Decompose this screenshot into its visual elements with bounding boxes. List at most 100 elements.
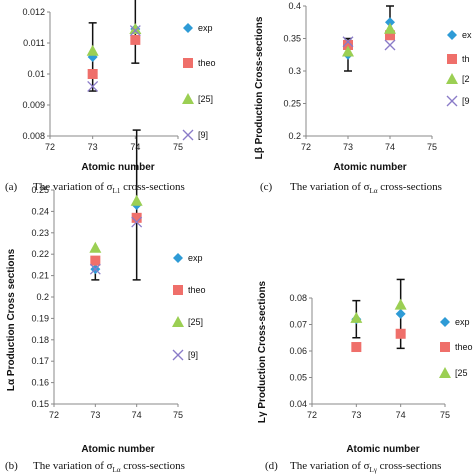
panel-a-label: (a) bbox=[5, 181, 18, 193]
panel-a-point-ref25 bbox=[86, 44, 99, 56]
panel-c-xlabel: Atomic number bbox=[333, 162, 406, 173]
panel-a-ytick-label: 0.01 bbox=[27, 69, 45, 79]
panel-d-legend-marker-ref25 bbox=[439, 367, 451, 378]
panel-a-point-ref25 bbox=[129, 23, 142, 35]
panel-a-xtick-label: 75 bbox=[173, 142, 183, 152]
panel-a-point-theo bbox=[87, 69, 98, 79]
panel-b-ylabel: Lα Production Cross sections bbox=[6, 248, 17, 391]
panel-c-point-ref9 bbox=[384, 39, 396, 51]
panel-d-legend-label-theo: theo bbox=[455, 342, 473, 352]
panel-c-legend-label-theo: th bbox=[462, 54, 470, 64]
panel-d-xtick-label: 74 bbox=[396, 410, 406, 420]
panel-c-point-ref9-stroke-b bbox=[384, 39, 396, 51]
panel-b-point-ref25 bbox=[89, 241, 102, 253]
panel-b-xtick-label: 72 bbox=[49, 410, 59, 420]
panel-d-xtick-label: 75 bbox=[440, 410, 450, 420]
panel-d-xtick-label: 73 bbox=[351, 410, 361, 420]
panel-c-ytick-label: 0.3 bbox=[288, 66, 301, 76]
panel-b-legend-label-ref9: [9] bbox=[188, 350, 198, 360]
panel-d-point-theo bbox=[395, 328, 406, 339]
panel-a-xlabel: Atomic number bbox=[81, 162, 154, 173]
panel-a-legend-marker-exp bbox=[183, 23, 193, 33]
panel-a-ytick-label: 0.009 bbox=[22, 100, 45, 110]
panel-a-plot: 0.008 0.009 0.01 0.011 0.012 72 73 74 75 exp theo [… bbox=[22, 0, 216, 152]
panel-d-point-exp bbox=[395, 308, 406, 319]
panel-c: 0.2 0.25 0.3 0.35 0.4 72 73 74 75 ex th [2 [9 Atomic… bbox=[254, 1, 472, 195]
panel-b-xlabel: Atomic number bbox=[81, 444, 154, 455]
panel-a-ytick-label: 0.012 bbox=[22, 7, 45, 17]
panel-b-point-ref9-stroke-b bbox=[131, 216, 143, 228]
panel-d-xlabel: Atomic number bbox=[346, 444, 419, 455]
panel-c-point-theo bbox=[385, 30, 395, 41]
panel-c-point-ref25 bbox=[342, 45, 354, 57]
panel-c-plot: 0.2 0.25 0.3 0.35 0.4 72 73 74 75 ex th [2 [9 bbox=[283, 1, 472, 152]
panel-a-legend-marker-theo bbox=[183, 58, 193, 68]
panel-b-ytick-label: 0.2 bbox=[36, 292, 49, 302]
panel-b-legend-label-exp: exp bbox=[188, 253, 203, 263]
panel-b-legend-label-theo: theo bbox=[188, 285, 206, 295]
panel-c-legend-label-ref9: [9 bbox=[462, 96, 470, 106]
panel-c-caption: The variation of σLα cross-sections bbox=[290, 181, 442, 195]
panel-c-point-ref9 bbox=[342, 36, 354, 48]
panel-a-ytick-label: 0.011 bbox=[23, 38, 45, 48]
panel-c-xtick-label: 75 bbox=[427, 142, 437, 152]
panel-c-xtick-label: 72 bbox=[301, 142, 311, 152]
panel-c-legend-marker-ref25 bbox=[446, 73, 458, 84]
panel-c-point-ref25 bbox=[384, 22, 396, 34]
panel-b-point-theo bbox=[90, 255, 101, 266]
panel-c-legend-marker-ref9 bbox=[446, 95, 458, 107]
panel-c-ytick-label: 0.4 bbox=[288, 1, 301, 11]
panel-b-point-theo bbox=[131, 212, 142, 223]
panel-b-ytick-label: 0.18 bbox=[31, 335, 49, 345]
panel-a-legend-label-theo: theo bbox=[198, 58, 216, 68]
panel-a-xtick-label: 73 bbox=[88, 142, 98, 152]
panel-b-legend-marker-theo bbox=[173, 285, 183, 295]
panel-c-xtick-label: 73 bbox=[343, 142, 353, 152]
panel-c-ytick-label: 0.35 bbox=[283, 34, 301, 44]
panel-b-ytick-label: 0.25 bbox=[31, 185, 49, 195]
panel-b-plot: 0.15 0.16 0.17 0.18 0.19 0.2 0.21 0.22 0.23 0.24 0… bbox=[31, 129, 206, 420]
panel-b-ytick-label: 0.17 bbox=[31, 356, 49, 366]
panel-d-legend-marker-exp bbox=[440, 317, 450, 327]
panel-b-ytick-label: 0.19 bbox=[31, 313, 49, 323]
panel-c-point-ref9-stroke-b bbox=[342, 36, 354, 48]
panel-b-legend-marker-ref25 bbox=[172, 316, 184, 327]
panel-a-point-ref9-stroke-b bbox=[129, 25, 141, 37]
panel-c-legend-marker-ref9-stroke-b bbox=[446, 95, 458, 107]
panel-d-xtick-label: 72 bbox=[307, 410, 317, 420]
panel-d: 0.04 0.05 0.06 0.07 0.08 72 73 74 75 exp theo [25 A… bbox=[257, 278, 473, 474]
panel-b-xtick-label: 73 bbox=[90, 410, 100, 420]
panel-b-ytick-label: 0.24 bbox=[31, 206, 49, 216]
panel-a-legend-marker-ref25 bbox=[182, 93, 194, 104]
panel-c-point-theo bbox=[343, 40, 353, 50]
panel-c-legend-marker-theo bbox=[447, 54, 457, 64]
panel-d-plot: 0.04 0.05 0.06 0.07 0.08 72 73 74 75 exp theo [25 bbox=[289, 278, 473, 420]
panel-d-point-ref25 bbox=[394, 298, 407, 310]
panel-b-point-ref9 bbox=[89, 263, 101, 275]
panel-a-point-theo bbox=[130, 34, 141, 45]
panel-a-point-ref9 bbox=[87, 80, 99, 92]
panel-c-xtick-label: 74 bbox=[385, 142, 395, 152]
panel-c-ylabel: Lβ Production Cross-sections bbox=[254, 16, 265, 159]
panel-d-ytick-label: 0.05 bbox=[289, 373, 307, 383]
panel-d-ytick-label: 0.04 bbox=[289, 399, 307, 409]
panel-a-xtick-label: 72 bbox=[45, 142, 55, 152]
panel-b-legend-marker-ref9-stroke-b bbox=[172, 349, 184, 361]
panel-b-label: (b) bbox=[5, 460, 18, 472]
panel-c-ytick-label: 0.2 bbox=[288, 131, 301, 141]
panel-c-legend-label-ref25: [2 bbox=[462, 74, 470, 84]
panel-a-legend-marker-ref9 bbox=[182, 129, 194, 141]
panel-d-point-theo bbox=[351, 342, 362, 353]
panel-b-point-ref9 bbox=[131, 216, 143, 228]
panel-c-legend-label-exp: ex bbox=[462, 30, 472, 40]
panel-c-point-exp bbox=[385, 17, 395, 28]
panel-a-legend-label-ref25: [25] bbox=[198, 94, 213, 104]
panel-b-legend-label-ref25: [25] bbox=[188, 317, 203, 327]
panel-d-caption: The variation of σLγ cross-sections bbox=[290, 460, 441, 474]
panel-a-xtick-label: 74 bbox=[130, 142, 140, 152]
panel-a-caption: The variation of σL1 cross-sections bbox=[33, 181, 185, 195]
panel-d-ytick-label: 0.07 bbox=[289, 320, 307, 330]
panel-b-ytick-label: 0.23 bbox=[31, 228, 49, 238]
panel-d-label: (d) bbox=[265, 460, 278, 472]
